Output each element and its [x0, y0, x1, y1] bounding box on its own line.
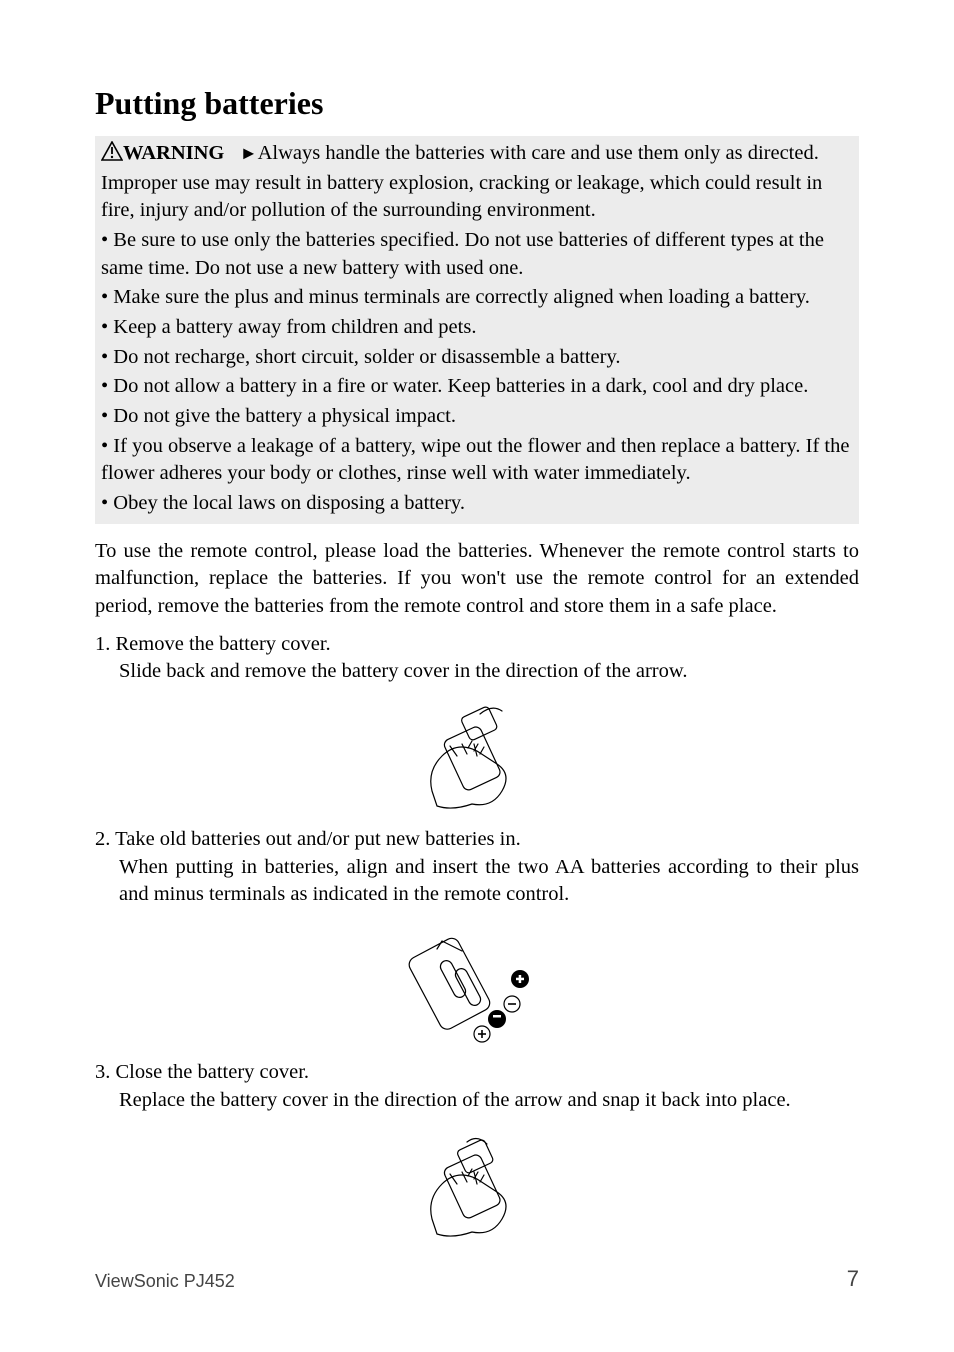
step-1: 1. Remove the battery cover. Slide back …	[95, 631, 859, 686]
step-3: 3. Close the battery cover. Replace the …	[95, 1059, 859, 1114]
remote-insert-batteries-icon	[392, 919, 562, 1049]
remote-cover-remove-icon	[402, 696, 552, 816]
step-2: 2. Take old batteries out and/or put new…	[95, 826, 859, 909]
warning-bullet: • If you observe a leakage of a battery,…	[101, 433, 853, 488]
remote-cover-close-icon	[402, 1124, 552, 1244]
warning-box: WARNING ►Always handle the batteries wit…	[95, 136, 859, 524]
warning-bullet: • Be sure to use only the batteries spec…	[101, 227, 853, 282]
step-1-title: 1. Remove the battery cover.	[95, 631, 859, 659]
footer-model: ViewSonic PJ452	[95, 1271, 235, 1291]
arrow-right-icon: ►	[240, 143, 258, 163]
intro-paragraph: To use the remote control, please load t…	[95, 538, 859, 621]
warning-bullet: • Keep a battery away from children and …	[101, 314, 853, 342]
footer: ViewSonic PJ452 7	[95, 1271, 859, 1292]
step-3-desc: Replace the battery cover in the directi…	[95, 1087, 859, 1115]
warning-bullet: • Do not give the battery a physical imp…	[101, 403, 853, 431]
warning-bullet: • Make sure the plus and minus terminals…	[101, 284, 853, 312]
step-2-title: 2. Take old batteries out and/or put new…	[95, 826, 859, 854]
warning-bullet: • Obey the local laws on disposing a bat…	[101, 490, 853, 518]
step-2-desc: When putting in batteries, align and ins…	[95, 854, 859, 909]
warning-bullet: • Do not allow a battery in a fire or wa…	[101, 373, 853, 401]
footer-page-number: 7	[847, 1266, 859, 1292]
warning-triangle-icon	[101, 141, 123, 170]
step-3-title: 3. Close the battery cover.	[95, 1059, 859, 1087]
warning-bullet: • Do not recharge, short circuit, solder…	[101, 344, 853, 372]
step-1-desc: Slide back and remove the battery cover …	[95, 658, 859, 686]
page-title: Putting batteries	[95, 85, 859, 122]
warning-label: WARNING	[123, 142, 224, 164]
